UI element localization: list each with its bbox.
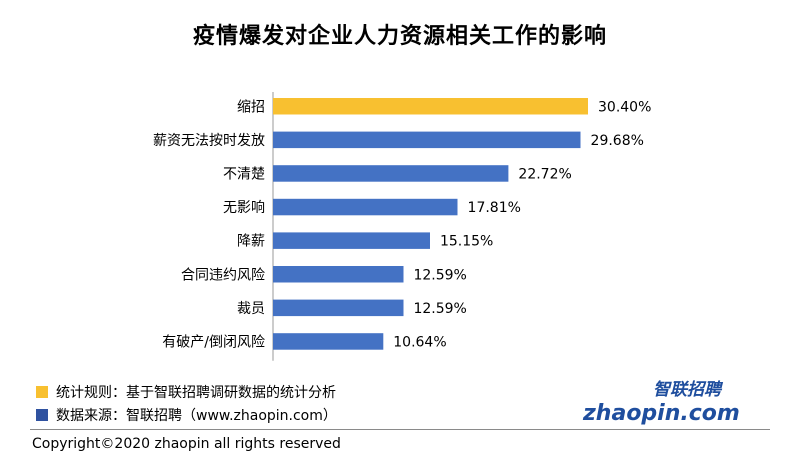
footer-divider: [30, 429, 770, 430]
legend-source: 数据来源：智联招聘（www.zhaopin.com）: [36, 405, 337, 425]
category-label-5: 合同违约风险: [181, 267, 265, 283]
bar-1: [273, 131, 581, 149]
legend-source-swatch: [36, 409, 48, 421]
bar-2: [273, 165, 509, 182]
value-label-0: 30.40%: [598, 99, 651, 115]
category-label-6: 裁员: [237, 301, 265, 317]
logo-cn-text: 智联招聘: [653, 380, 724, 400]
value-label-3: 17.81%: [468, 200, 521, 216]
bar-5: [273, 266, 404, 283]
category-label-0: 缩招: [237, 99, 265, 115]
value-label-4: 15.15%: [440, 234, 493, 250]
copyright-text: Copyright©2020 zhaopin all rights reserv…: [32, 436, 341, 452]
bar-chart: 缩招 30.40% 薪资无法按时发放 29.68% 不清楚 22.72% 无影响 17.81%…: [153, 92, 651, 361]
bar-4: [273, 232, 430, 249]
value-label-5: 12.59%: [413, 267, 466, 283]
category-label-3: 无影响: [223, 200, 265, 216]
bar-6: [273, 299, 404, 317]
legend-rule: 统计规则：基于智联招聘调研数据的统计分析: [36, 382, 336, 402]
legend-rule-swatch: [36, 386, 48, 398]
value-label-6: 12.59%: [413, 301, 466, 317]
chart-title: 疫情爆发对企业人力资源相关工作的影响: [192, 24, 607, 49]
value-label-2: 22.72%: [518, 166, 571, 182]
bar-3: [273, 198, 458, 216]
legend-rule-text: 统计规则：基于智联招聘调研数据的统计分析: [56, 385, 336, 401]
logo-en-text: zhaopin.com: [582, 401, 740, 426]
zhaopin-logo: 智联招聘 zhaopin.com: [582, 380, 740, 426]
category-label-1: 薪资无法按时发放: [153, 133, 265, 149]
category-label-2: 不清楚: [223, 166, 265, 182]
legend-source-text: 数据来源：智联招聘（www.zhaopin.com）: [56, 408, 337, 424]
bar-0: [273, 98, 588, 115]
category-label-7: 有破产/倒闭风险: [162, 334, 265, 350]
value-label-1: 29.68%: [591, 133, 644, 149]
category-label-4: 降薪: [237, 234, 265, 250]
value-label-7: 10.64%: [393, 334, 446, 350]
bar-7: [273, 333, 384, 350]
